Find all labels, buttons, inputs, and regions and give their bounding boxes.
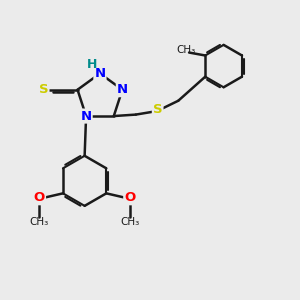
Text: N: N: [117, 83, 128, 96]
Text: H: H: [86, 58, 97, 70]
Text: CH₃: CH₃: [176, 45, 196, 55]
Text: CH₃: CH₃: [30, 217, 49, 227]
Text: S: S: [39, 83, 49, 96]
Text: S: S: [153, 103, 163, 116]
Text: O: O: [124, 191, 136, 204]
Text: O: O: [34, 191, 45, 204]
Text: N: N: [94, 67, 106, 80]
Text: N: N: [80, 110, 92, 123]
Text: CH₃: CH₃: [120, 217, 140, 227]
